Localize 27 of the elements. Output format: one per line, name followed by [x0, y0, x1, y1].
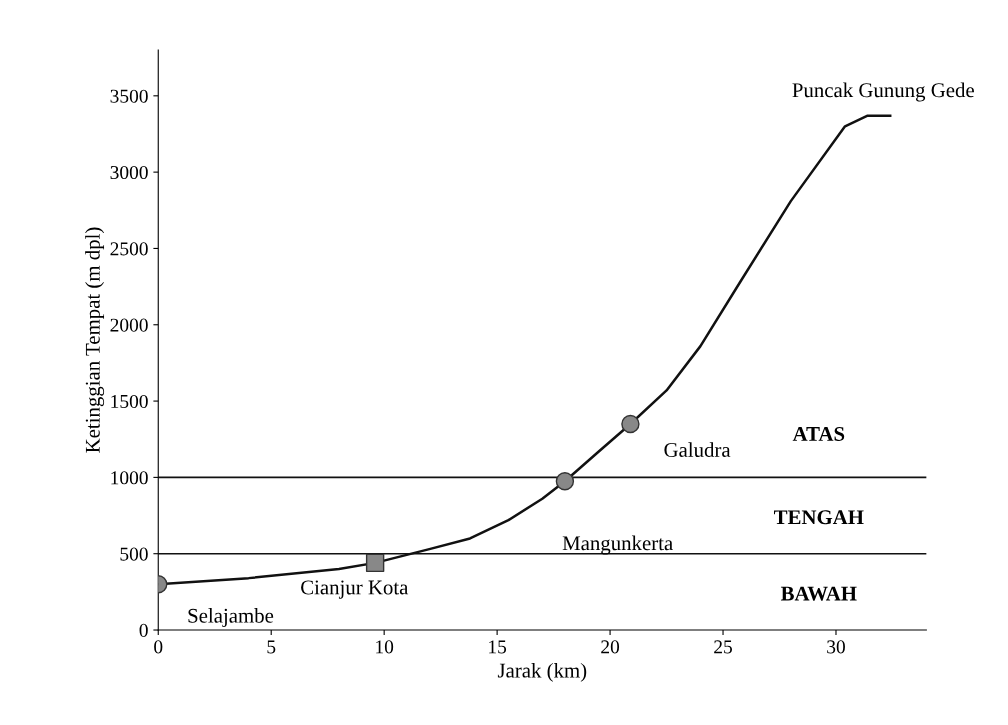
x-tick-label: 30 [827, 640, 845, 654]
y-tick-label: 2000 [110, 318, 148, 332]
annotation: Mangunkerta [562, 535, 673, 555]
x-axis-title: Jarak (km) [497, 662, 587, 682]
y-tick-label: 3000 [110, 165, 148, 180]
y-tick-label: 1000 [111, 471, 148, 485]
annotation: Selajambe [188, 608, 274, 628]
x-tick-label: 25 [714, 640, 732, 654]
y-tick-label: 0 [139, 623, 148, 637]
point [555, 472, 575, 491]
annotation: Puncak Gunung Gede [792, 82, 974, 102]
x-tick-label: 15 [489, 640, 507, 654]
y-axis-title: Ketinggian Tempat (m dpl) [85, 227, 105, 453]
y-tick-label: 3500 [110, 89, 148, 103]
annotation: TENGAH [774, 510, 864, 525]
x-tick-label: 20 [601, 640, 620, 654]
annotation: ATAS [792, 426, 845, 441]
annotation: Cianjur Kota [301, 580, 409, 599]
y-tick-label: 1500 [111, 394, 148, 409]
x-tick-label: 5 [267, 640, 276, 654]
point [621, 414, 640, 434]
annotation: BAWAH [780, 586, 857, 601]
y-tick-label: 2500 [110, 242, 148, 256]
x-tick-label: 0 [154, 640, 163, 654]
y-tick-label: 500 [120, 547, 148, 561]
x-tick-label: 10 [376, 640, 394, 654]
annotation: Galudra [664, 442, 731, 457]
